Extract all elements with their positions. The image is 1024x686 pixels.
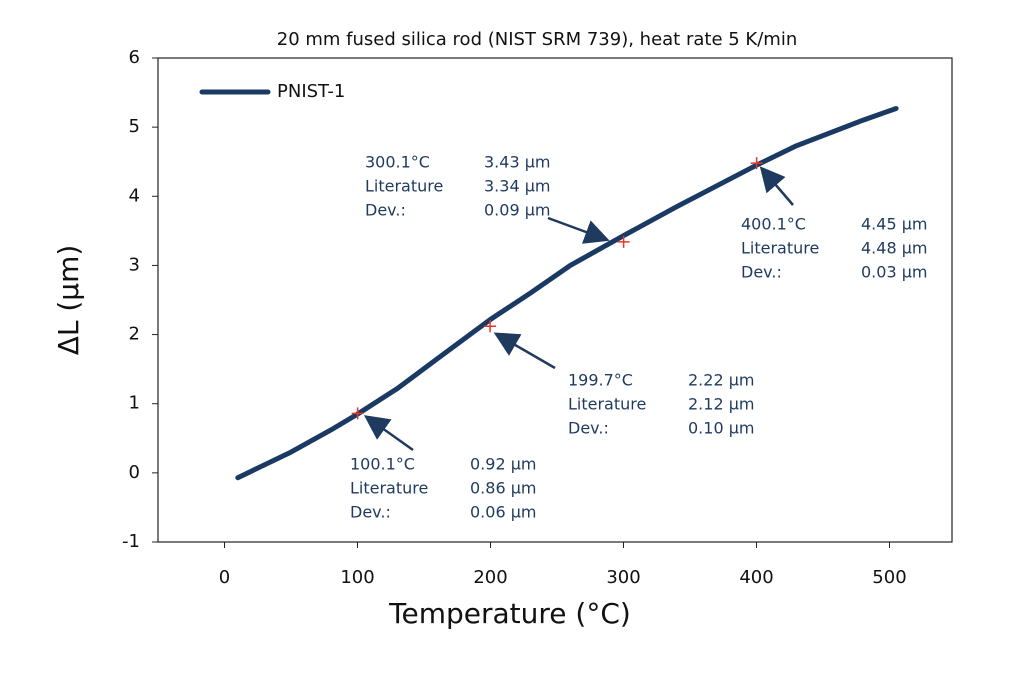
x-tick-label: 500	[872, 567, 906, 588]
plot-frame	[157, 57, 953, 543]
x-tick-label: 100	[340, 567, 374, 588]
annotation-value: 0.06 µm	[470, 503, 536, 522]
reference-marker	[617, 235, 630, 248]
annotation-label: Literature	[365, 177, 443, 196]
y-tick-label: 2	[129, 324, 140, 345]
annotation-label: Literature	[741, 239, 819, 258]
reference-marker	[351, 407, 364, 420]
x-tick-label: 300	[606, 567, 640, 588]
x-tick-label: 400	[739, 567, 773, 588]
annotation-label: Dev.:	[741, 263, 782, 282]
annotation-label: 400.1°C	[741, 215, 806, 234]
y-tick-label: -1	[122, 531, 140, 552]
annotation-label: 199.7°C	[568, 371, 633, 390]
annotation-arrow	[547, 216, 610, 244]
annotation-label: 300.1°C	[365, 153, 430, 172]
annotation-arrow	[493, 332, 556, 370]
y-tick-label: 6	[129, 47, 140, 68]
annotation-value: 0.09 µm	[484, 201, 550, 220]
y-tick-label: 1	[129, 393, 140, 414]
annotation-value: 4.45 µm	[861, 215, 927, 234]
annotation-value: 3.43 µm	[484, 153, 550, 172]
annotation-value: 2.12 µm	[688, 395, 754, 414]
y-tick-label: 3	[129, 254, 140, 275]
annotation-label: Literature	[568, 395, 646, 414]
annotation-value: 0.10 µm	[688, 419, 754, 438]
y-tick-label: 5	[129, 116, 140, 137]
legend-label: PNIST-1	[277, 81, 345, 102]
annotation-label: Dev.:	[568, 419, 609, 438]
annotation-label: Literature	[350, 479, 428, 498]
x-tick-label: 200	[473, 567, 507, 588]
y-tick-label: 4	[129, 185, 140, 206]
annotation-value: 0.86 µm	[470, 479, 536, 498]
y-axis-label: ΔL (µm)	[52, 245, 85, 356]
annotation-value: 3.34 µm	[484, 177, 550, 196]
annotation-value: 0.92 µm	[470, 455, 536, 474]
chart-title: 20 mm fused silica rod (NIST SRM 739), h…	[277, 29, 797, 50]
annotation-arrow	[363, 415, 414, 452]
annotation-label: 100.1°C	[350, 455, 415, 474]
x-axis-label: Temperature (°C)	[388, 597, 631, 630]
annotation-arrow	[759, 166, 794, 206]
annotation-label: Dev.:	[350, 503, 391, 522]
reference-marker	[484, 320, 497, 333]
data-line	[235, 105, 899, 481]
annotation-label: Dev.:	[365, 201, 406, 220]
annotation-value: 2.22 µm	[688, 371, 754, 390]
reference-marker	[750, 157, 763, 170]
annotation-value: 4.48 µm	[861, 239, 927, 258]
x-tick-label: 0	[219, 567, 230, 588]
y-tick-label: 0	[129, 462, 140, 483]
annotation-value: 0.03 µm	[861, 263, 927, 282]
